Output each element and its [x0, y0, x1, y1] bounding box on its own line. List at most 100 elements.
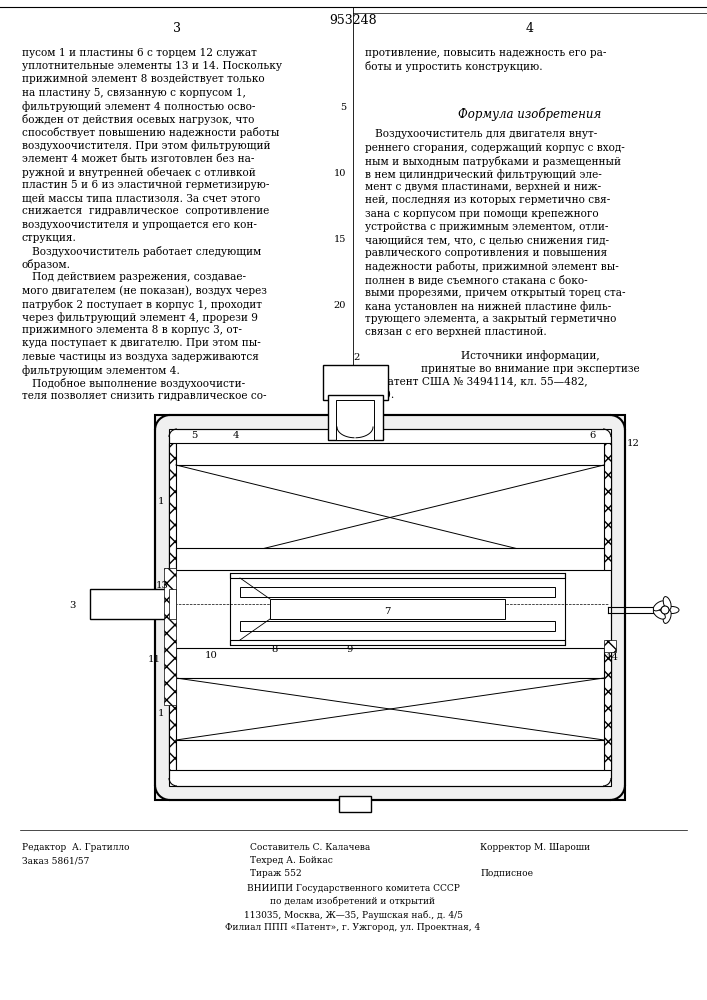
Text: выми прорезями, причем открытый торец ста-: выми прорезями, причем открытый торец ст… — [365, 288, 626, 298]
Bar — [339, 796, 371, 812]
Bar — [164, 568, 176, 705]
Bar — [240, 587, 555, 597]
Text: принятые во внимание при экспертизе: принятые во внимание при экспертизе — [421, 364, 639, 374]
Text: пусом 1 и пластины 6 с торцем 12 служат: пусом 1 и пластины 6 с торцем 12 служат — [22, 48, 257, 58]
Text: Филиал ППП «Патент», г. Ужгород, ул. Проектная, 4: Филиал ППП «Патент», г. Ужгород, ул. Про… — [226, 923, 481, 932]
Bar — [230, 640, 565, 645]
Bar — [240, 621, 555, 631]
Text: кана установлен на нижней пластине филь-: кана установлен на нижней пластине филь- — [365, 301, 612, 312]
Text: ружной и внутренней обечаек с отливкой: ружной и внутренней обечаек с отливкой — [22, 167, 256, 178]
Text: на пластину 5, связанную с корпусом 1,: на пластину 5, связанную с корпусом 1, — [22, 88, 246, 98]
Text: Техред А. Бойкас: Техред А. Бойкас — [250, 856, 333, 865]
Bar — [176, 740, 604, 770]
Text: 14: 14 — [605, 654, 619, 662]
Bar — [230, 573, 565, 578]
Text: 3: 3 — [173, 21, 181, 34]
Bar — [604, 648, 611, 770]
Text: 5: 5 — [191, 430, 197, 440]
Text: Источники информации,: Источники информации, — [461, 351, 600, 361]
Text: воздухоочистителя. При этом фильтрующий: воздухоочистителя. При этом фильтрующий — [22, 140, 271, 151]
Bar — [169, 648, 176, 770]
Text: Под действием разрежения, создавае-: Под действием разрежения, создавае- — [22, 272, 246, 282]
Text: равлического сопротивления и повышения: равлического сопротивления и повышения — [365, 248, 607, 258]
Text: 3: 3 — [69, 601, 75, 610]
Text: ВНИИПИ Государственного комитета СССР: ВНИИПИ Государственного комитета СССР — [247, 884, 460, 893]
Text: мент с двумя пластинами, верхней и ниж-: мент с двумя пластинами, верхней и ниж- — [365, 182, 601, 192]
Text: воздухоочистителя и упрощается его кон-: воздухоочистителя и упрощается его кон- — [22, 220, 257, 230]
Text: прижимного элемента 8 в корпус 3, от-: прижимного элемента 8 в корпус 3, от- — [22, 325, 242, 335]
Text: связан с его верхней пластиной.: связан с его верхней пластиной. — [365, 327, 547, 337]
Text: устройства с прижимным элементом, отли-: устройства с прижимным элементом, отли- — [365, 222, 609, 232]
Text: 1: 1 — [158, 710, 164, 718]
Text: 11: 11 — [148, 656, 160, 664]
Ellipse shape — [663, 597, 671, 610]
Text: 113035, Москва, Ж—35, Раушская наб., д. 4/5: 113035, Москва, Ж—35, Раушская наб., д. … — [243, 910, 462, 920]
Text: 20: 20 — [334, 301, 346, 310]
Ellipse shape — [653, 609, 665, 619]
Bar — [270, 599, 505, 619]
Text: фильтрующий элемент 4 полностью осво-: фильтрующий элемент 4 полностью осво- — [22, 101, 255, 112]
Bar — [169, 589, 176, 619]
Bar — [176, 648, 604, 678]
Text: Корректор М. Шароши: Корректор М. Шароши — [480, 843, 590, 852]
Text: уплотнительные элементы 13 и 14. Поскольку: уплотнительные элементы 13 и 14. Посколь… — [22, 61, 282, 71]
Text: ным и выходным патрубками и размещенный: ным и выходным патрубками и размещенный — [365, 156, 621, 167]
Text: 5: 5 — [340, 103, 346, 112]
Text: ней, последняя из которых герметично свя-: ней, последняя из которых герметично свя… — [365, 195, 610, 205]
Text: трующего элемента, а закрытый герметично: трующего элемента, а закрытый герметично — [365, 314, 617, 324]
Bar — [155, 415, 625, 800]
Text: Подобное выполнение воздухоочисти-: Подобное выполнение воздухоочисти- — [22, 378, 245, 389]
Text: чающийся тем, что, с целью снижения гид-: чающийся тем, что, с целью снижения гид- — [365, 235, 609, 245]
Text: 9: 9 — [347, 646, 354, 654]
Text: 10: 10 — [334, 169, 346, 178]
Bar — [90, 589, 169, 619]
Text: 12: 12 — [626, 440, 639, 448]
Text: щей массы типа пластизоля. За счет этого: щей массы типа пластизоля. За счет этого — [22, 193, 260, 203]
Text: 1: 1 — [158, 497, 164, 506]
Text: Тираж 552: Тираж 552 — [250, 869, 302, 878]
Bar — [169, 429, 611, 786]
Text: мого двигателем (не показан), воздух через: мого двигателем (не показан), воздух чер… — [22, 286, 267, 296]
Bar — [328, 395, 383, 440]
Text: 4: 4 — [233, 430, 239, 440]
Text: элемент 4 может быть изготовлен без на-: элемент 4 может быть изготовлен без на- — [22, 154, 255, 164]
Bar — [169, 443, 176, 570]
Text: реннего сгорания, содержащий корпус с вход-: реннего сгорания, содержащий корпус с вх… — [365, 143, 625, 153]
Text: 1970.: 1970. — [365, 390, 395, 400]
Text: через фильтрующий элемент 4, прорези 9: через фильтрующий элемент 4, прорези 9 — [22, 312, 258, 323]
Text: 953248: 953248 — [329, 13, 377, 26]
Text: образом.: образом. — [22, 259, 71, 270]
Text: Подписное: Подписное — [480, 869, 533, 878]
Text: 8: 8 — [271, 646, 278, 654]
Text: фильтрующим элементом 4.: фильтрующим элементом 4. — [22, 365, 180, 376]
Text: куда поступает к двигателю. При этом пы-: куда поступает к двигателю. При этом пы- — [22, 338, 261, 348]
Text: способствует повышению надежности работы: способствует повышению надежности работы — [22, 127, 279, 138]
Text: патрубок 2 поступает в корпус 1, проходит: патрубок 2 поступает в корпус 1, проходи… — [22, 299, 262, 310]
Text: зана с корпусом при помощи крепежного: зана с корпусом при помощи крепежного — [365, 209, 599, 219]
Text: теля позволяет снизить гидравлическое со-: теля позволяет снизить гидравлическое со… — [22, 391, 267, 401]
Text: снижается  гидравлическое  сопротивление: снижается гидравлическое сопротивление — [22, 206, 269, 216]
Text: Воздухоочиститель работает следующим: Воздухоочиститель работает следующим — [22, 246, 262, 257]
Text: 15: 15 — [334, 235, 346, 244]
Text: в нем цилиндрический фильтрующий эле-: в нем цилиндрический фильтрующий эле- — [365, 169, 602, 180]
Bar — [176, 443, 604, 465]
Text: 10: 10 — [204, 652, 218, 660]
Text: божден от действия осевых нагрузок, что: божден от действия осевых нагрузок, что — [22, 114, 255, 125]
Text: 2: 2 — [354, 353, 360, 361]
Text: прижимной элемент 8 воздействует только: прижимной элемент 8 воздействует только — [22, 74, 264, 84]
Text: 6: 6 — [589, 430, 595, 440]
Text: Составитель С. Калачева: Составитель С. Калачева — [250, 843, 370, 852]
Text: Формула изобретения: Формула изобретения — [458, 107, 602, 121]
Text: по делам изобретений и открытий: по делам изобретений и открытий — [271, 897, 436, 906]
Ellipse shape — [663, 610, 671, 623]
Text: противление, повысить надежность его ра-: противление, повысить надежность его ра- — [365, 48, 607, 58]
Text: Редактор  А. Гратилло: Редактор А. Гратилло — [22, 843, 129, 852]
Text: пластин 5 и 6 из эластичной герметизирую-: пластин 5 и 6 из эластичной герметизирую… — [22, 180, 269, 190]
Circle shape — [661, 606, 669, 614]
Bar — [604, 443, 611, 570]
Bar — [604, 640, 616, 652]
Bar — [323, 365, 388, 400]
Text: боты и упростить конструкцию.: боты и упростить конструкцию. — [365, 61, 543, 72]
Text: левые частицы из воздуха задерживаются: левые частицы из воздуха задерживаются — [22, 352, 259, 362]
Ellipse shape — [665, 606, 679, 613]
